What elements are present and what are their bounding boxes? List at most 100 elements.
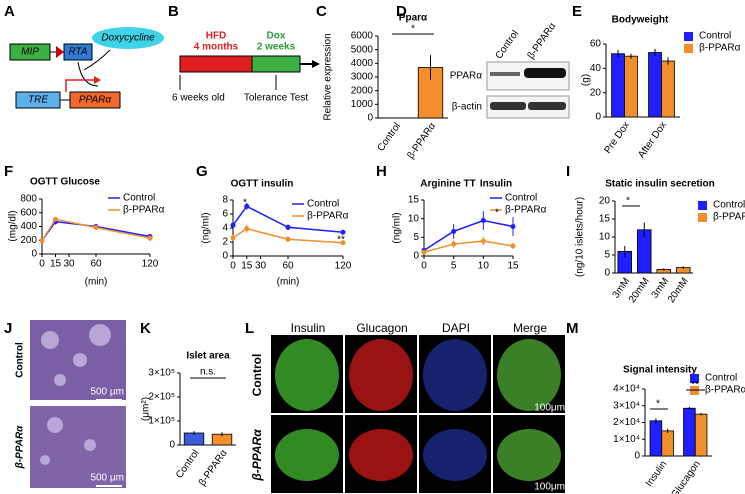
gene-label: TRE	[28, 95, 48, 106]
promoter-arrow	[56, 46, 64, 58]
y-tick-label: 0	[634, 451, 640, 462]
islet	[349, 429, 413, 481]
marker	[147, 235, 153, 241]
scale-label: 100μm	[534, 482, 565, 493]
y-tick-label: 8	[222, 195, 228, 206]
legend-label: β-PPARα	[699, 43, 741, 54]
y-tick-label: 1×10⁵	[148, 416, 175, 427]
x-tick-label: 20mM	[666, 276, 691, 305]
band	[490, 102, 526, 110]
x-tick-label: 60	[282, 261, 294, 272]
y-tick-label: 5	[413, 232, 419, 243]
column-label: DAPI	[442, 321, 470, 335]
scale-label: 500 μm	[90, 387, 124, 398]
y-axis-label: (μm²)	[141, 397, 152, 421]
band-label: β-actin	[452, 102, 482, 113]
x-tick-label: Pre Dox	[602, 120, 632, 156]
marker	[285, 236, 291, 242]
column-label: Merge	[513, 321, 547, 335]
annotation: *	[243, 198, 247, 209]
legend-label: Control	[699, 31, 731, 42]
y-tick-label: 200	[20, 235, 37, 246]
bar	[661, 430, 674, 457]
bar	[417, 67, 444, 119]
y-tick-label: 2000	[351, 85, 374, 96]
gene-label: RTA	[68, 47, 87, 58]
transcription-arrow	[65, 79, 94, 92]
marker	[230, 222, 236, 228]
gene-label: MIP	[21, 47, 39, 58]
islet	[73, 353, 87, 367]
marker	[510, 224, 516, 230]
gene-label: PPARα	[79, 95, 111, 106]
legend-swatch	[690, 374, 699, 383]
panel-label: K	[140, 320, 151, 337]
marker	[451, 228, 457, 234]
panel-label: H	[376, 163, 387, 180]
y-tick-label: 10	[408, 213, 420, 224]
marker	[244, 203, 250, 209]
marker	[39, 238, 45, 244]
marker	[340, 240, 346, 246]
panel-label: A	[4, 3, 15, 20]
y-tick-label: 3×10⁵	[148, 368, 175, 379]
immunofluorescence: Insulin Glucagon DAPI Merge Control β-PP…	[250, 321, 565, 493]
y-tick-label: 6	[222, 209, 228, 220]
islet	[54, 374, 66, 386]
line	[232, 227, 344, 244]
islet	[41, 331, 59, 349]
legend-label: Control	[505, 193, 537, 204]
islet	[423, 429, 487, 481]
panel-label: B	[168, 3, 179, 20]
row-label: Control	[250, 354, 264, 397]
line	[423, 240, 514, 253]
panel-label: G	[196, 163, 208, 180]
panel-label: E	[572, 3, 582, 20]
y-tick-label: 6000	[351, 31, 374, 42]
y-tick-label: 4000	[351, 58, 374, 69]
x-tick-label: 120	[142, 259, 159, 270]
treatment-duration: 2 weeks	[257, 42, 296, 53]
annotation: *	[495, 208, 499, 219]
panel-label: C	[316, 3, 327, 20]
marker	[285, 224, 291, 230]
legend-label: β-PPARα	[713, 212, 745, 223]
arrow	[83, 49, 111, 71]
panel-label: I	[566, 163, 570, 180]
x-tick-label: 0	[230, 261, 236, 272]
y-axis-label: (ng/ml)	[392, 212, 403, 243]
x-tick-label: 0	[39, 259, 45, 270]
legend-swatch	[698, 201, 707, 210]
legend-label: β-PPARα	[505, 205, 547, 216]
x-tick-label: 30	[63, 259, 75, 270]
row-label: β-PPARα	[15, 425, 26, 470]
y-axis-label: (g)	[581, 74, 592, 86]
y-tick-label: 20	[590, 87, 602, 98]
marker	[451, 241, 457, 247]
line	[232, 205, 344, 233]
annotation: **	[691, 380, 699, 391]
legend-label: Control	[705, 373, 737, 384]
y-tick-label: 20	[599, 196, 611, 207]
x-axis-label: (min)	[85, 277, 108, 288]
chart-title: Islet area	[186, 351, 230, 362]
chart-title: Signal intensity	[623, 365, 697, 376]
chart-title: OGTT insulin	[231, 179, 294, 190]
dox-bar	[251, 55, 301, 73]
islet	[47, 417, 63, 433]
marker	[244, 226, 250, 232]
x-tick-label: 30	[255, 261, 267, 272]
x-tick-label: 15	[241, 261, 253, 272]
y-axis-label: Relative expression	[323, 33, 334, 120]
band-label: PPARα	[450, 71, 482, 82]
bar	[611, 53, 625, 118]
treatment-label: Dox	[267, 31, 286, 42]
line	[41, 218, 151, 241]
marker	[421, 249, 427, 255]
y-tick-label: 0	[222, 251, 228, 262]
islet	[275, 429, 339, 481]
panel-label: F	[4, 163, 13, 180]
scale-label: 100μm	[534, 403, 565, 414]
band	[490, 72, 520, 76]
x-tick-label: Control	[174, 448, 202, 481]
